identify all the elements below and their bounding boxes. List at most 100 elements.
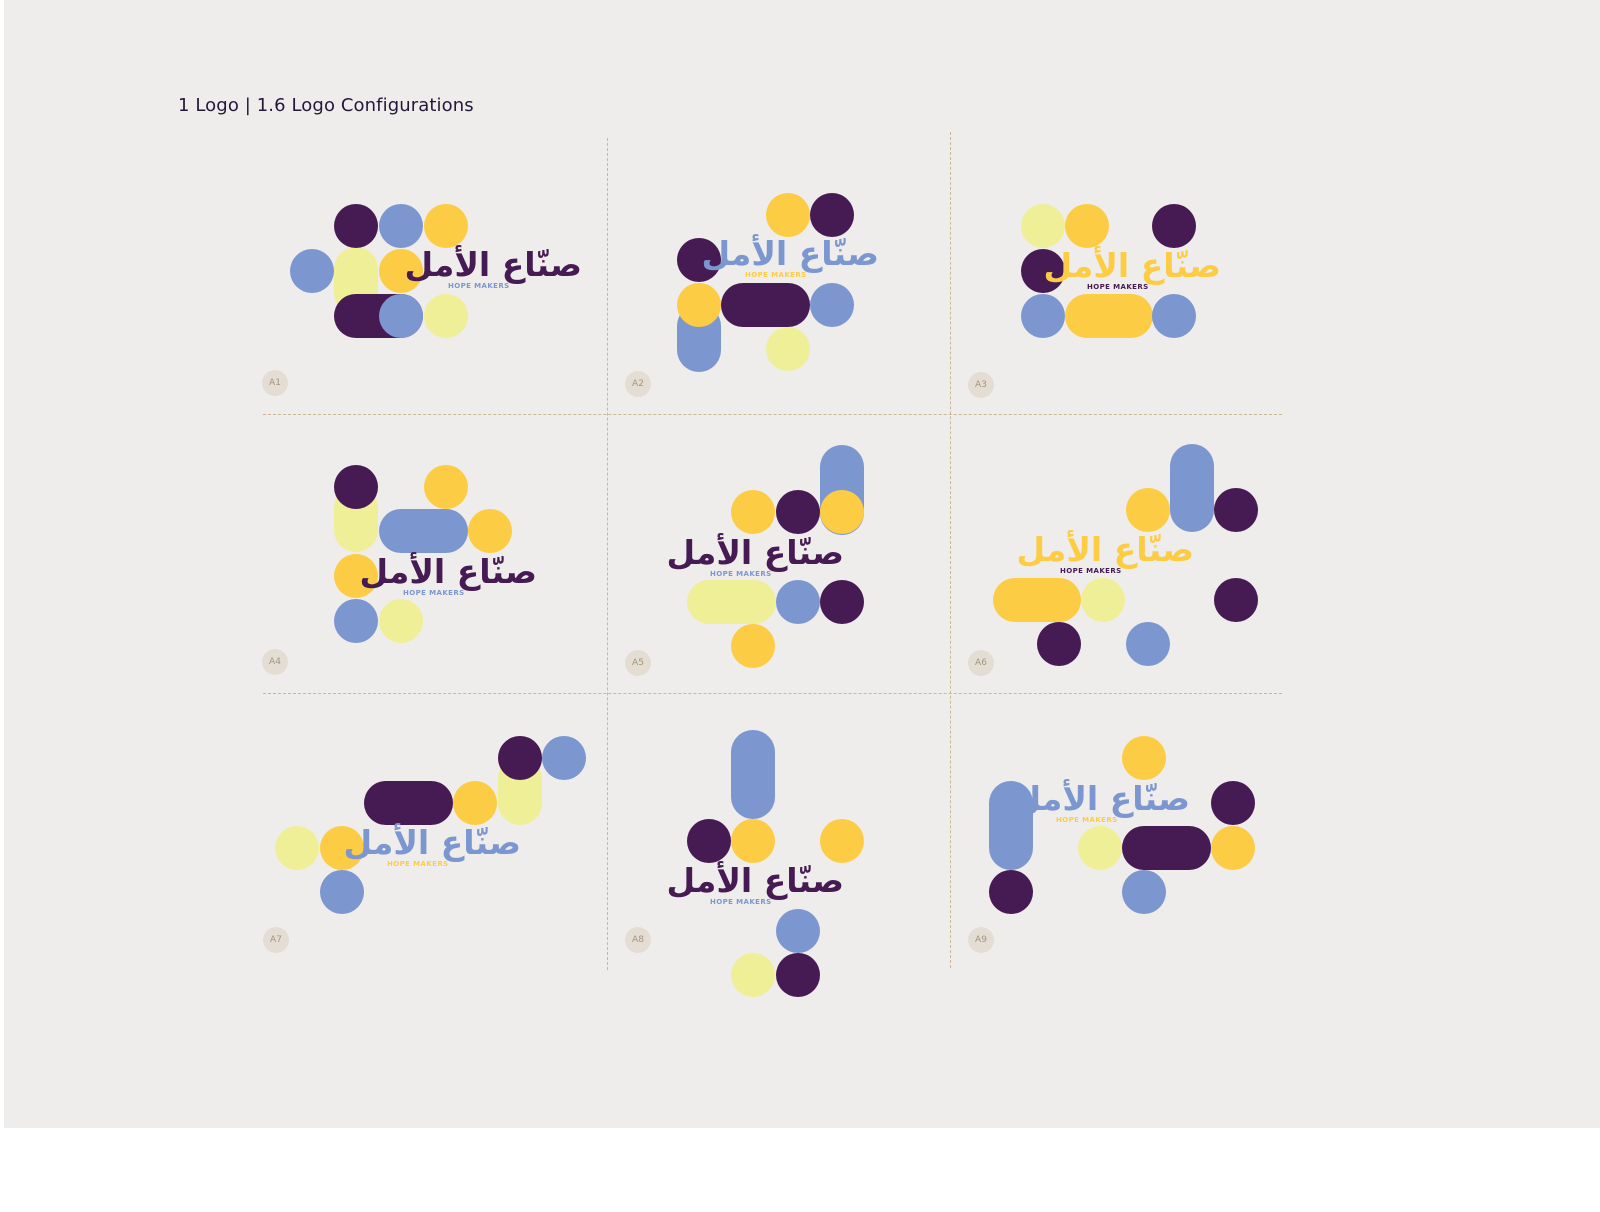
grid-divider-vertical: [607, 138, 608, 970]
circle-shape: [334, 465, 378, 509]
circle-shape: [1214, 488, 1258, 532]
circle-shape: [776, 909, 820, 953]
wordmark: صنّاع الأمل HOPE MAKERS: [701, 234, 879, 285]
pill-shape: [379, 509, 468, 553]
configuration-label-badge: A7: [263, 927, 289, 953]
wordmark-arabic: صنّاع الأمل: [666, 861, 844, 900]
configuration-label-badge: A4: [262, 649, 288, 675]
circle-shape: [1037, 622, 1081, 666]
wordmark: صنّاع الأمل HOPE MAKERS: [343, 823, 521, 874]
circle-shape: [989, 870, 1033, 914]
wordmark-english: HOPE MAKERS: [1087, 283, 1149, 291]
circle-shape: [1214, 578, 1258, 622]
circle-shape: [731, 953, 775, 997]
circle-shape: [687, 819, 731, 863]
circle-shape: [1122, 736, 1166, 780]
circle-shape: [334, 599, 378, 643]
pill-shape: [1065, 294, 1153, 338]
circle-shape: [766, 327, 810, 371]
wordmark: صنّاع الأمل HOPE MAKERS: [666, 533, 844, 584]
circle-shape: [1021, 204, 1065, 248]
pill-shape: [993, 578, 1081, 622]
circle-shape: [766, 193, 810, 237]
wordmark: صنّاع الأمل HOPE MAKERS: [1016, 530, 1194, 581]
logo-configurations-sheet: 1 Logo | 1.6 Logo Configurations صنّاع ا…: [4, 0, 1600, 1128]
circle-shape: [320, 826, 364, 870]
pill-shape: [1122, 826, 1211, 870]
configuration-label-badge: A1: [262, 370, 288, 396]
wordmark-english: HOPE MAKERS: [387, 860, 449, 868]
configuration-label-badge: A8: [625, 927, 651, 953]
wordmark-arabic: صنّاع الأمل: [666, 533, 844, 572]
circle-shape: [1021, 249, 1065, 293]
grid-divider-horizontal: [263, 414, 1282, 415]
circle-shape: [1126, 622, 1170, 666]
circle-shape: [820, 819, 864, 863]
circle-shape: [1081, 578, 1125, 622]
configuration-label-badge: A6: [968, 650, 994, 676]
circle-shape: [290, 249, 334, 293]
circle-shape: [498, 736, 542, 780]
pill-shape: [989, 781, 1033, 870]
wordmark-arabic: صنّاع الأمل: [1043, 246, 1221, 285]
circle-shape: [820, 490, 864, 534]
grid-divider-vertical: [950, 132, 951, 968]
circle-shape: [731, 490, 775, 534]
wordmark: صنّاع الأمل HOPE MAKERS: [1043, 246, 1221, 297]
circle-shape: [468, 509, 512, 553]
circle-shape: [424, 465, 468, 509]
wordmark: صنّاع الأمل HOPE MAKERS: [404, 245, 582, 296]
wordmark-english: HOPE MAKERS: [710, 570, 772, 578]
wordmark-english: HOPE MAKERS: [1060, 567, 1122, 575]
circle-shape: [275, 826, 319, 870]
wordmark-arabic: صنّاع الأمل: [359, 552, 537, 591]
wordmark-arabic: صنّاع الأمل: [404, 245, 582, 284]
circle-shape: [677, 283, 721, 327]
circle-shape: [1078, 826, 1122, 870]
circle-shape: [1152, 294, 1196, 338]
configuration-label-badge: A3: [968, 372, 994, 398]
wordmark: صنّاع الأمل HOPE MAKERS: [666, 861, 844, 912]
wordmark-arabic: صنّاع الأمل: [343, 823, 521, 862]
circle-shape: [379, 204, 423, 248]
circle-shape: [1211, 781, 1255, 825]
wordmark-english: HOPE MAKERS: [745, 271, 807, 279]
configuration-label-badge: A5: [625, 650, 651, 676]
pill-shape: [731, 730, 775, 819]
wordmark: صنّاع الأمل HOPE MAKERS: [1012, 779, 1190, 830]
circle-shape: [424, 294, 468, 338]
wordmark-arabic: صنّاع الأمل: [1012, 779, 1190, 818]
circle-shape: [1021, 294, 1065, 338]
circle-shape: [776, 580, 820, 624]
circle-shape: [810, 283, 854, 327]
circle-shape: [453, 781, 497, 825]
circle-shape: [542, 736, 586, 780]
circle-shape: [320, 870, 364, 914]
circle-shape: [1152, 204, 1196, 248]
configuration-label-badge: A2: [625, 371, 651, 397]
circle-shape: [1211, 826, 1255, 870]
wordmark-arabic: صنّاع الأمل: [701, 234, 879, 273]
pill-shape: [721, 283, 810, 327]
wordmark-english: HOPE MAKERS: [710, 898, 772, 906]
circle-shape: [334, 554, 378, 598]
circle-shape: [820, 580, 864, 624]
wordmark-english: HOPE MAKERS: [1056, 816, 1118, 824]
grid-divider-horizontal: [263, 693, 1282, 694]
circle-shape: [810, 193, 854, 237]
configuration-label-badge: A9: [968, 927, 994, 953]
circle-shape: [731, 819, 775, 863]
circle-shape: [379, 249, 423, 293]
circle-shape: [731, 624, 775, 668]
circle-shape: [424, 204, 468, 248]
circle-shape: [776, 490, 820, 534]
circle-shape: [379, 294, 423, 338]
wordmark-english: HOPE MAKERS: [448, 282, 510, 290]
wordmark-arabic: صنّاع الأمل: [1016, 530, 1194, 569]
pill-shape: [1170, 444, 1214, 532]
wordmark: صنّاع الأمل HOPE MAKERS: [359, 552, 537, 603]
circle-shape: [1126, 488, 1170, 532]
circle-shape: [334, 204, 378, 248]
page-title: 1 Logo | 1.6 Logo Configurations: [178, 95, 474, 116]
wordmark-english: HOPE MAKERS: [403, 589, 465, 597]
